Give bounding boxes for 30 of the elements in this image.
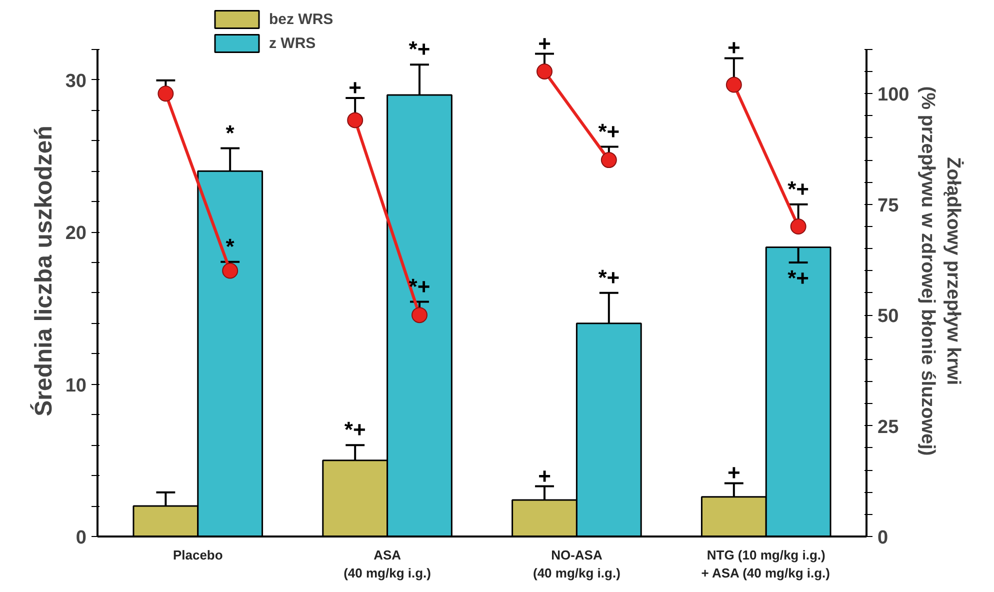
data-label: + [348,75,362,100]
y2-tick-label: 50 [878,306,899,328]
legend-label: bez WRS [269,10,334,28]
data-label: * [226,120,235,146]
x-tick-label: NO-ASA (40 mg/kg i.g.) [533,548,620,580]
x-tick-label: Placebo [172,548,223,562]
data-label: *+ [408,36,430,62]
y-tick-label: 20 [65,223,87,244]
y-axis-title: Średnia liczba uszkodzeń [29,126,58,416]
data-label: + [538,30,551,56]
data-label: *+ [598,118,620,144]
data-label: *+ [598,264,620,290]
y-tick-label: 0 [76,528,87,548]
data-label: * [226,234,235,259]
legend-label: z WRS [269,34,316,52]
data-label: + [727,460,740,486]
data-label: *+ [788,265,810,290]
y2-axis-title: Żołądkowy przepływ krwi (% przepływu w zdrowej błonie śluzowej) [917,86,964,456]
data-label: + [538,463,551,488]
y-tick-label: 30 [65,70,87,92]
y2-tick-label: 75 [878,195,900,216]
data-label: *+ [788,176,810,202]
y2-tick-label: 0 [878,528,888,548]
data-label: + [727,35,740,60]
x-tick-label: ASA (40 mg/kg i.g.) [344,548,431,580]
y2-tick-label: 25 [878,416,900,438]
y-tick-label: 10 [65,375,87,396]
data-label: *+ [344,417,366,442]
y2-tick-label: 100 [878,84,910,106]
x-tick-label: NTG (10 mg/kg i.g.) + ASA (40 mg/kg i.g.) [701,548,830,580]
